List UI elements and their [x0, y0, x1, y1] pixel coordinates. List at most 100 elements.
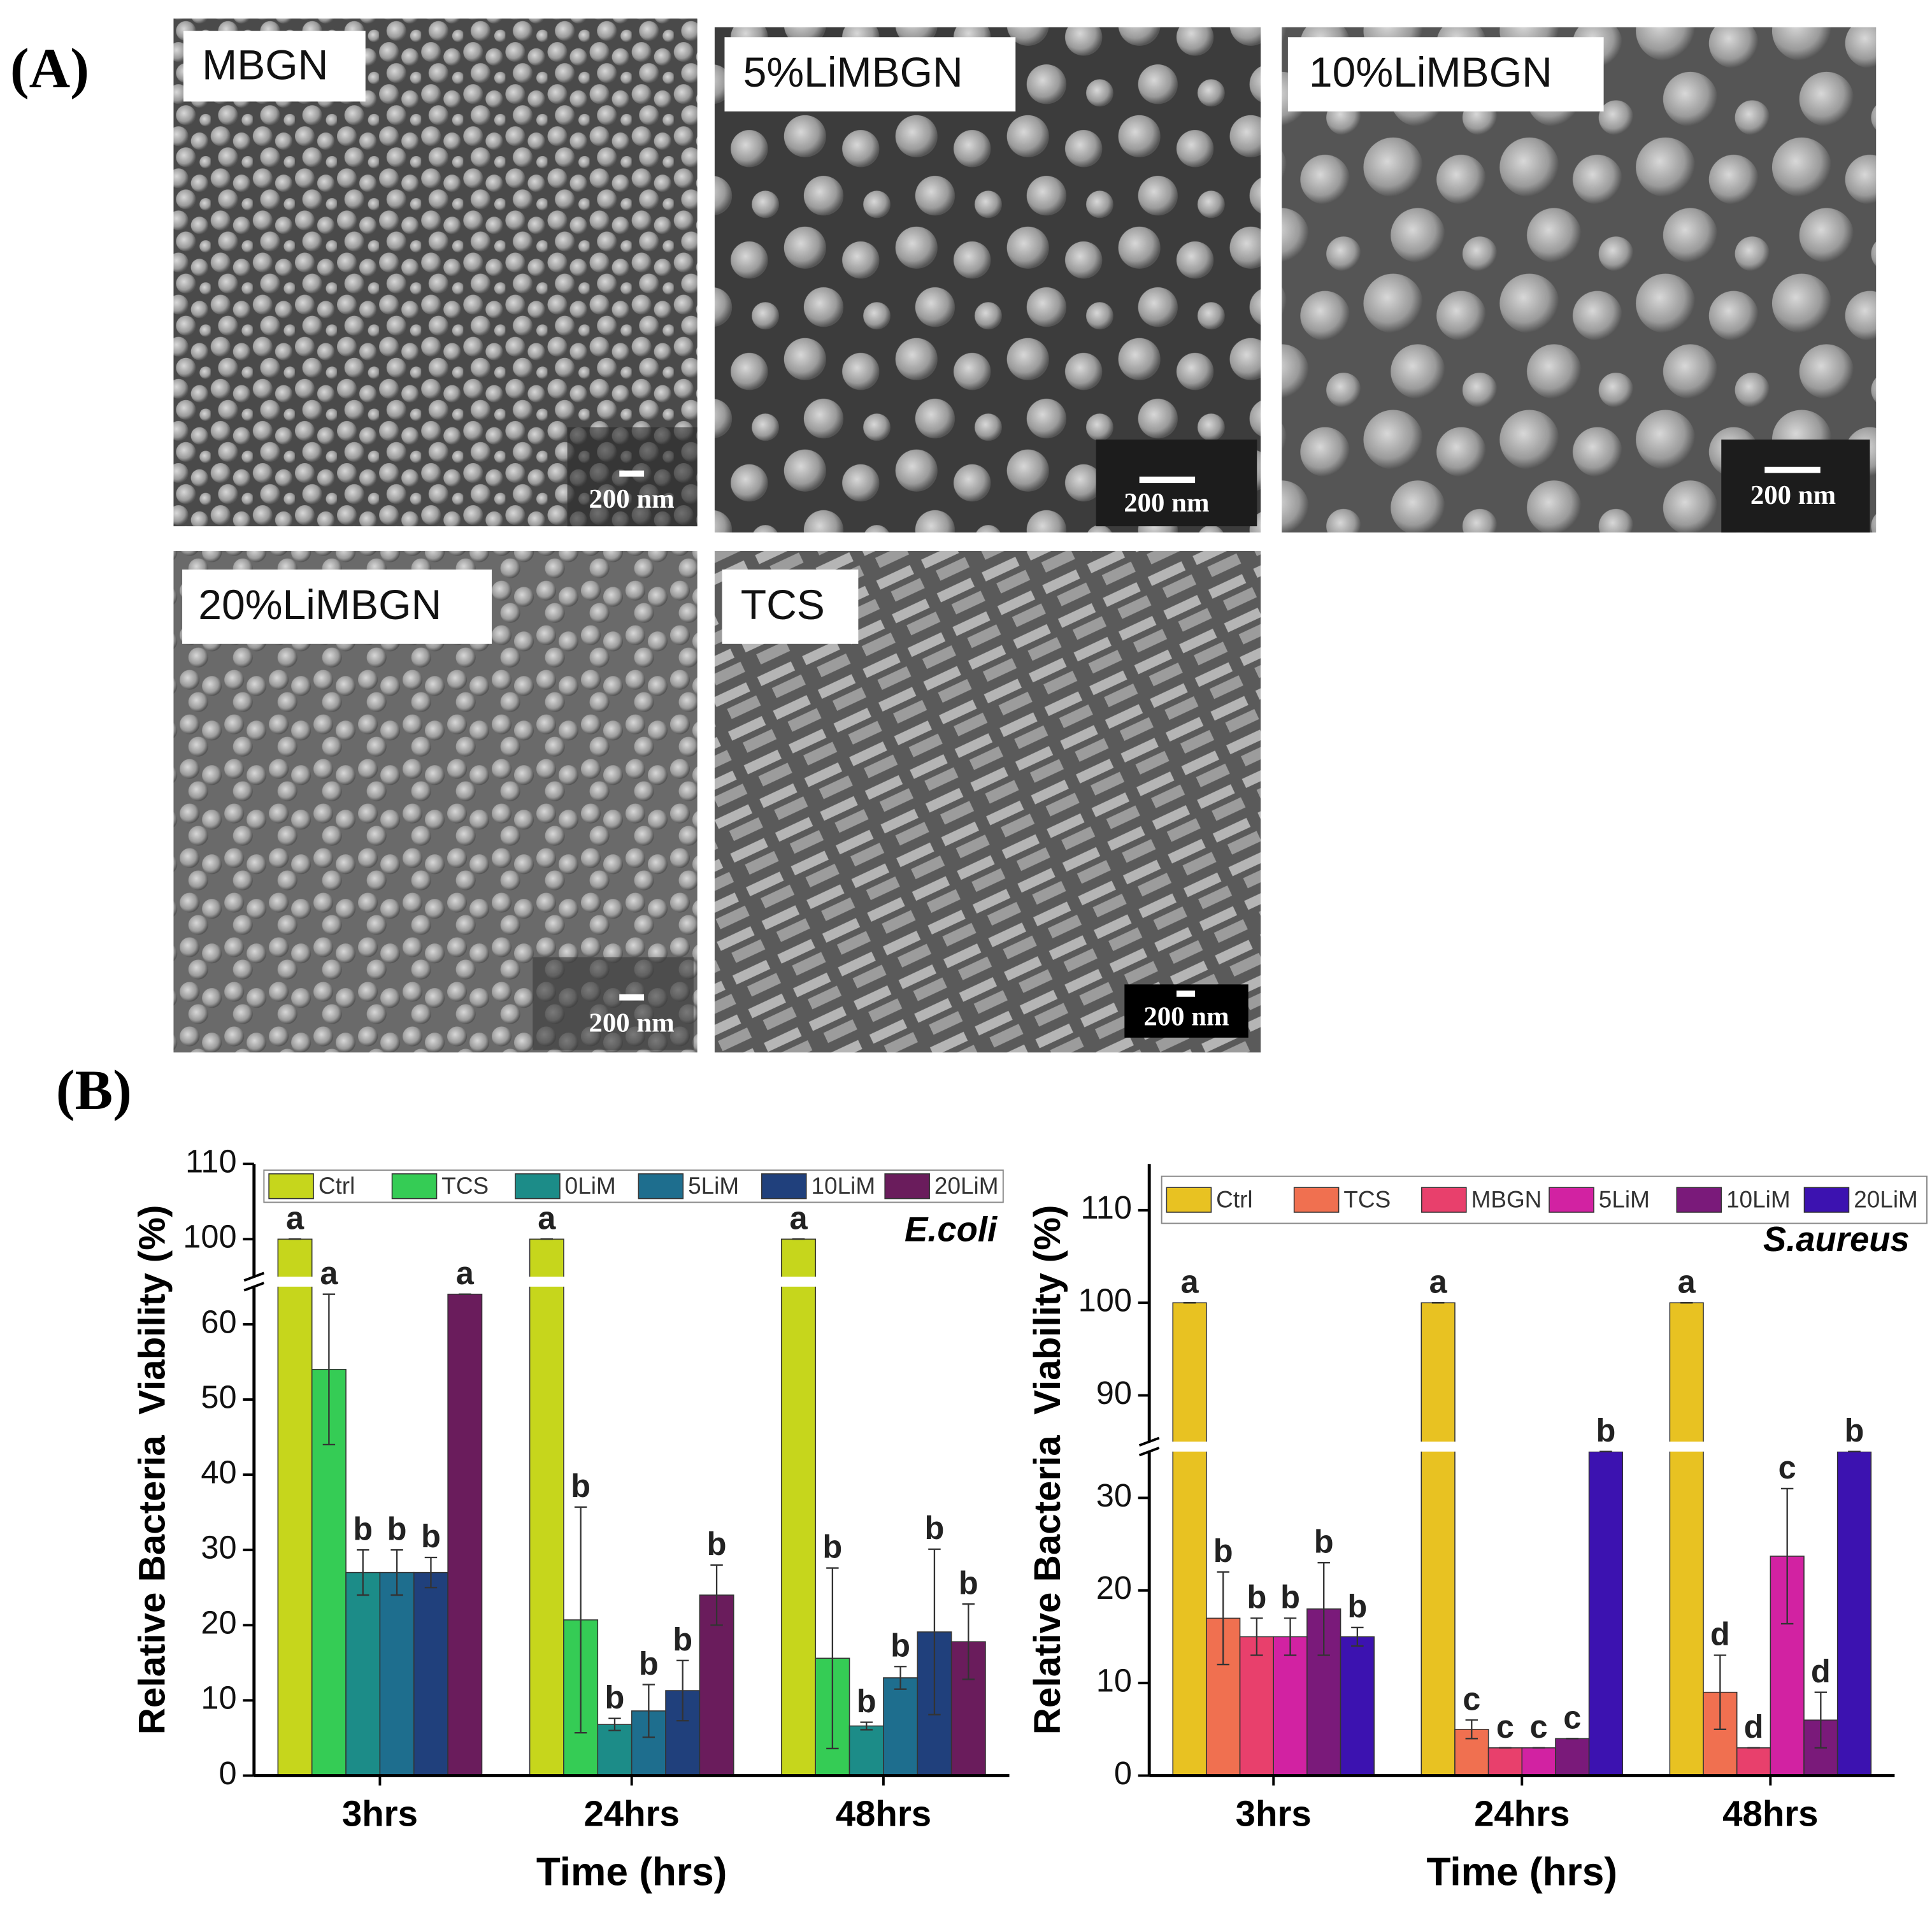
bar [1172, 1302, 1207, 1777]
y-tick-label: 100 [1078, 1282, 1132, 1319]
legend-label: 10LiM [812, 1173, 876, 1199]
scale-bar [1139, 476, 1196, 483]
significance-letter: b [707, 1526, 727, 1562]
bar [1487, 1747, 1523, 1777]
legend-swatch [515, 1173, 561, 1199]
bar [379, 1571, 415, 1777]
legend-swatch [1549, 1187, 1594, 1213]
bar [1239, 1636, 1274, 1777]
bar [597, 1724, 633, 1777]
bar [883, 1677, 919, 1777]
bar [345, 1571, 381, 1777]
x-axis-label: Time (hrs) [536, 1850, 727, 1894]
bar [1273, 1636, 1308, 1777]
x-tick-label: 3hrs [1236, 1793, 1312, 1833]
significance-letter: b [925, 1510, 945, 1546]
legend-swatch [1166, 1187, 1212, 1213]
legend-box [263, 1169, 1004, 1203]
significance-letter: a [789, 1199, 808, 1236]
significance-letter: a [320, 1255, 338, 1291]
legend-label: Ctrl [1216, 1186, 1252, 1212]
label-box [182, 569, 492, 644]
panel-label: (A) [10, 37, 89, 100]
legend-swatch [1421, 1187, 1467, 1213]
bar [529, 1238, 564, 1777]
scale-text: 200 nm [1750, 480, 1836, 510]
legend-label: 20LiM [934, 1173, 999, 1199]
error-bar [1250, 1617, 1263, 1656]
x-tick-label: 48hrs [836, 1793, 931, 1833]
legend-label: 5LiM [688, 1173, 739, 1199]
y-tick-label: 40 [201, 1454, 236, 1490]
axis-break-mark [1138, 1436, 1160, 1447]
y-tick-label: 30 [201, 1529, 236, 1566]
significance-letter: b [1314, 1523, 1334, 1559]
image-label: 20%LiMBGN [198, 582, 441, 629]
significance-letter: b [857, 1683, 877, 1719]
error-bar [390, 1549, 403, 1596]
significance-letter: b [959, 1564, 978, 1601]
legend-swatch [1293, 1187, 1340, 1213]
y-axis-label: Relative Bacteria Viability (%) [1027, 1205, 1068, 1735]
bar [277, 1238, 313, 1777]
y-tick-label: 10 [1096, 1662, 1132, 1698]
axis-break-mark [1138, 1447, 1160, 1457]
y-tick-label: 30 [1096, 1477, 1132, 1514]
significance-letter: b [387, 1510, 407, 1547]
scale-text: 200 nm [589, 1008, 675, 1038]
significance-letter: c [1563, 1700, 1581, 1736]
y-tick-label: 110 [1080, 1189, 1132, 1226]
scale-bar [619, 470, 645, 477]
y-tick-label: 90 [1096, 1375, 1132, 1411]
bar [848, 1725, 884, 1777]
x-tick-label: 24hrs [583, 1793, 679, 1833]
bar [1521, 1747, 1556, 1777]
bar [1836, 1450, 1872, 1777]
significance-letter: c [1778, 1449, 1796, 1485]
image-label: 5%LiMBGN [743, 49, 963, 96]
axis-break-mark [243, 1271, 265, 1282]
bar [413, 1571, 448, 1777]
significance-letter: b [1280, 1579, 1300, 1615]
significance-letter: b [353, 1510, 373, 1547]
bar [1420, 1302, 1456, 1777]
x-tick-label: 3hrs [342, 1793, 418, 1833]
legend-label: TCS [441, 1173, 489, 1199]
error-bar [1465, 1719, 1478, 1740]
error-bar [1351, 1626, 1364, 1647]
axis-break-gap [1134, 1442, 1895, 1452]
annotation: S.aureus [1763, 1220, 1910, 1259]
y-axis-label: Relative Bacteria Viability (%) [132, 1205, 173, 1735]
scale-bar [1764, 466, 1821, 473]
error-bar [860, 1721, 873, 1731]
significance-letter: c [1463, 1680, 1480, 1717]
significance-letter: b [1213, 1533, 1233, 1569]
scale-box [1096, 440, 1257, 527]
legend-box [1161, 1175, 1928, 1224]
y-tick-label: 20 [1096, 1570, 1132, 1606]
y-tick-label: 0 [218, 1755, 236, 1791]
error-bar [357, 1549, 369, 1596]
y-tick-label: 100 [183, 1219, 236, 1255]
significance-letter: b [1247, 1579, 1266, 1615]
error-bar [1284, 1617, 1297, 1656]
legend-swatch [268, 1173, 314, 1199]
error-bar [608, 1717, 621, 1731]
legend-swatch [1803, 1187, 1850, 1213]
legend-swatch [884, 1173, 930, 1199]
significance-letter: a [456, 1255, 475, 1291]
significance-letter: b [822, 1529, 842, 1565]
x-tick-label: 48hrs [1722, 1793, 1818, 1833]
significance-letter: b [1347, 1588, 1367, 1624]
scale-bar [1176, 991, 1196, 997]
error-bar [424, 1556, 438, 1589]
bar [1588, 1450, 1624, 1777]
error-bar [1814, 1691, 1828, 1749]
scale-box [533, 957, 694, 1050]
bar [1736, 1747, 1771, 1777]
legend-label: 0LiM [565, 1173, 616, 1199]
bar [781, 1238, 816, 1777]
legend-label: 20LiM [1854, 1186, 1918, 1212]
error-bar [826, 1567, 839, 1750]
